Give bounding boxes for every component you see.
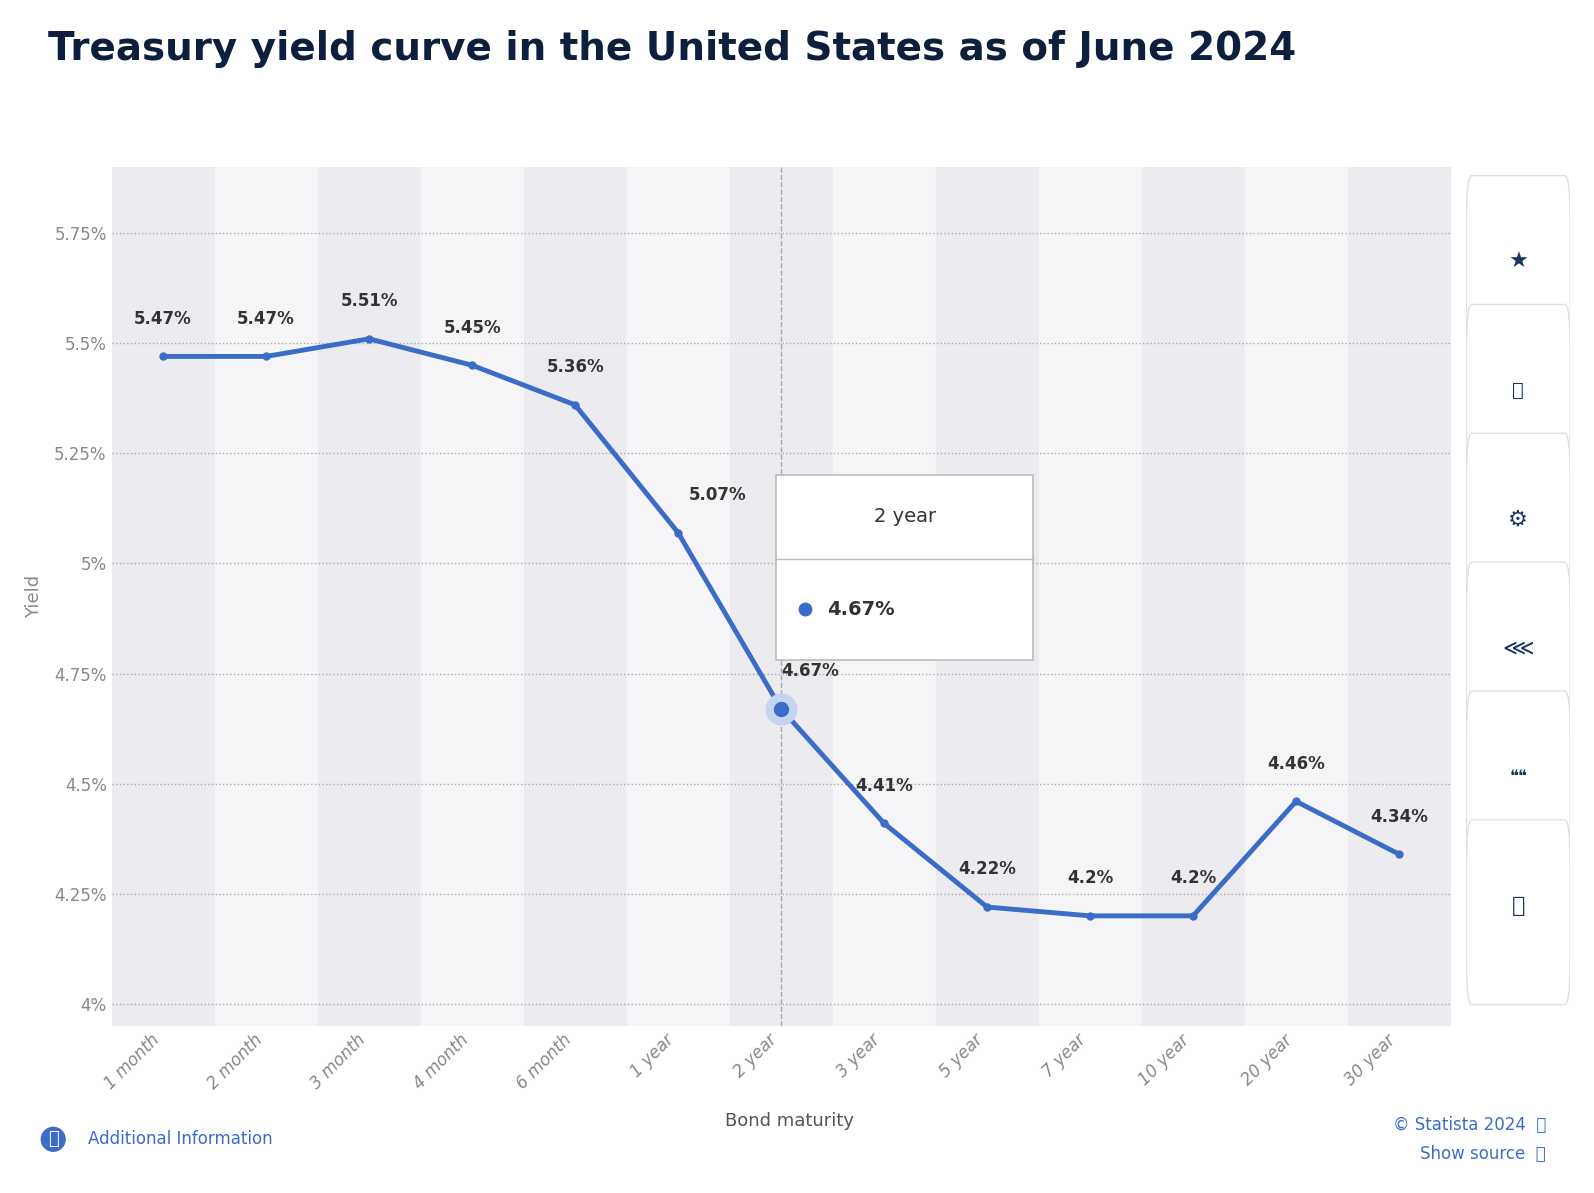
FancyBboxPatch shape — [1466, 433, 1570, 618]
Bar — [832, 167, 936, 1026]
Text: 5.47%: 5.47% — [238, 310, 295, 328]
Bar — [1347, 167, 1451, 1026]
Text: 4.2%: 4.2% — [1170, 870, 1216, 888]
Text: Show source  ⓘ: Show source ⓘ — [1420, 1144, 1546, 1163]
Text: © Statista 2024  🏴: © Statista 2024 🏴 — [1393, 1115, 1546, 1135]
FancyBboxPatch shape — [776, 475, 1033, 661]
Bar — [215, 167, 317, 1026]
Text: 4.22%: 4.22% — [958, 860, 1015, 878]
Bar — [1245, 167, 1347, 1026]
Bar — [626, 167, 730, 1026]
Bar — [317, 167, 421, 1026]
FancyBboxPatch shape — [1466, 304, 1570, 489]
Bar — [523, 167, 626, 1026]
Text: 🔔: 🔔 — [1513, 381, 1524, 400]
Text: Additional Information: Additional Information — [88, 1130, 273, 1149]
Text: 4.46%: 4.46% — [1267, 755, 1325, 773]
Text: ❝❝: ❝❝ — [1510, 768, 1527, 786]
Y-axis label: Yield: Yield — [26, 575, 43, 618]
Text: ⋘: ⋘ — [1503, 638, 1533, 659]
Text: Treasury yield curve in the United States as of June 2024: Treasury yield curve in the United State… — [48, 30, 1296, 68]
Bar — [1141, 167, 1245, 1026]
Text: 4.67%: 4.67% — [781, 662, 838, 680]
FancyBboxPatch shape — [1466, 175, 1570, 360]
Text: 5.36%: 5.36% — [547, 358, 604, 376]
Text: 5.47%: 5.47% — [134, 310, 191, 328]
Bar — [936, 167, 1039, 1026]
Text: 5.45%: 5.45% — [443, 319, 501, 336]
Text: 5.07%: 5.07% — [689, 486, 746, 503]
Bar — [112, 167, 215, 1026]
Text: ⓘ: ⓘ — [48, 1130, 59, 1149]
Text: ★: ★ — [1508, 252, 1529, 272]
Text: 4.67%: 4.67% — [827, 600, 896, 619]
FancyBboxPatch shape — [1466, 820, 1570, 1005]
Text: 4.2%: 4.2% — [1066, 870, 1113, 888]
FancyBboxPatch shape — [1466, 562, 1570, 747]
Bar — [730, 167, 832, 1026]
Text: 4.41%: 4.41% — [856, 777, 913, 795]
Text: Bond maturity: Bond maturity — [725, 1112, 853, 1131]
Bar — [421, 167, 523, 1026]
Text: ⚙: ⚙ — [1508, 509, 1529, 530]
Bar — [1039, 167, 1141, 1026]
Text: 4.34%: 4.34% — [1371, 808, 1428, 826]
Text: 2 year: 2 year — [874, 507, 936, 526]
Text: ⬜: ⬜ — [1511, 896, 1525, 916]
FancyBboxPatch shape — [1466, 691, 1570, 876]
Text: 5.51%: 5.51% — [341, 292, 398, 310]
